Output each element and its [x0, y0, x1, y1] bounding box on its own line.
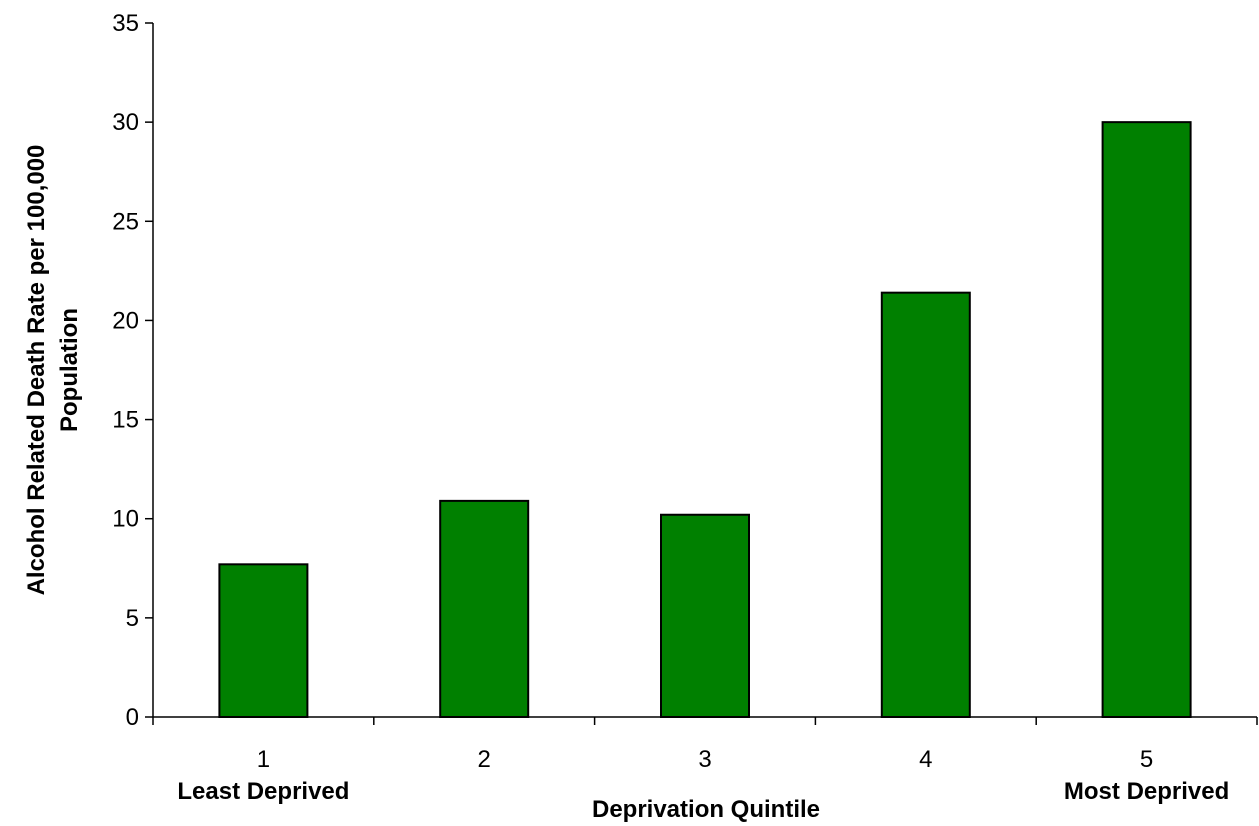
- bar-quintile-4: [880, 291, 971, 718]
- y-tick-label: 0: [126, 704, 139, 731]
- bar-quintile-5: [1101, 121, 1192, 718]
- x-ticks-group: 1 Least Deprived 2 3 4 5 Most Deprived: [152, 717, 1258, 805]
- y-tick-label: 5: [126, 605, 139, 632]
- y-tick-label: 10: [112, 506, 139, 533]
- bar-quintile-3: [660, 513, 750, 719]
- x-category-sublabel: Most Deprived: [1064, 778, 1229, 805]
- x-category-sublabel: Least Deprived: [177, 778, 349, 805]
- bar-quintile-2: [439, 499, 530, 718]
- y-tick-label: 30: [112, 109, 139, 136]
- bars-group: [218, 121, 1192, 719]
- y-ticks-group: 0 5 10 15 20 25 30 35: [112, 10, 153, 731]
- y-axis-title-line-2: Population: [56, 308, 83, 432]
- y-axis-title-line-1: Alcohol Related Death Rate per 100,000: [23, 145, 50, 596]
- x-axis-title: Deprivation Quintile: [592, 796, 820, 823]
- x-tick-label: 4: [919, 746, 932, 773]
- x-tick-label: 2: [478, 746, 491, 773]
- x-tick-label: 3: [698, 746, 711, 773]
- y-tick-label: 25: [112, 208, 139, 235]
- y-tick-label: 15: [112, 407, 139, 434]
- y-tick-label: 35: [112, 10, 139, 37]
- x-tick-label: 5: [1140, 746, 1153, 773]
- bar-quintile-1: [218, 563, 309, 718]
- y-tick-label: 20: [112, 307, 139, 334]
- x-tick-label: 1: [257, 746, 270, 773]
